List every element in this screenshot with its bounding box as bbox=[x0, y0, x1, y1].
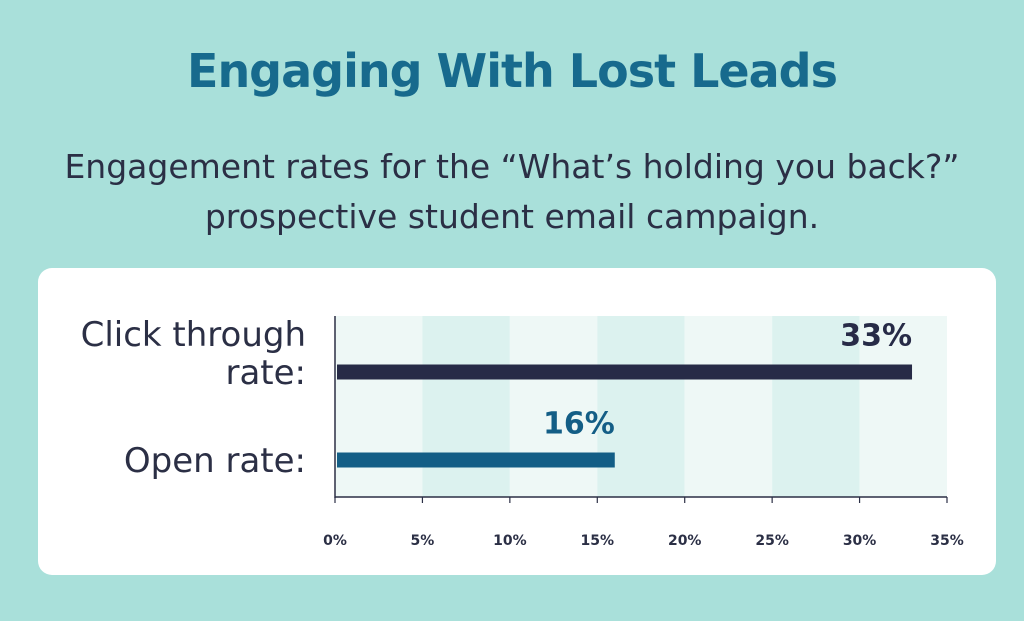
x-tick-label: 5% bbox=[411, 533, 435, 549]
x-tick-label: 0% bbox=[323, 533, 347, 549]
data-label: 33% bbox=[840, 319, 912, 354]
category-label: Click through bbox=[81, 315, 306, 355]
grid-band bbox=[422, 316, 510, 497]
x-tick-label: 35% bbox=[930, 533, 964, 549]
x-tick-label: 30% bbox=[843, 533, 877, 549]
grid-band bbox=[684, 316, 773, 497]
bar bbox=[337, 364, 913, 380]
grid-band bbox=[859, 316, 947, 497]
x-tick-label: 15% bbox=[581, 533, 615, 549]
x-tick-label: 10% bbox=[493, 533, 527, 549]
category-label: rate: bbox=[225, 353, 306, 393]
chart-subtitle: Engagement rates for the “What’s holding… bbox=[64, 147, 960, 236]
category-label: Open rate: bbox=[124, 441, 306, 481]
data-label: 16% bbox=[543, 407, 615, 442]
chart-title: Engaging With Lost Leads bbox=[187, 44, 838, 98]
chart-card: 0% 5% 10% 15% 20% 25% 30% 35% 33% Click through ra… bbox=[38, 268, 996, 575]
x-tick-label: 20% bbox=[668, 533, 702, 549]
x-tick-label: 25% bbox=[755, 533, 789, 549]
bar bbox=[337, 452, 615, 468]
bar-chart: 0% 5% 10% 15% 20% 25% 30% 35% 33% Click throughra… bbox=[81, 315, 964, 549]
grid-band bbox=[335, 316, 423, 497]
grid-band bbox=[772, 316, 860, 497]
